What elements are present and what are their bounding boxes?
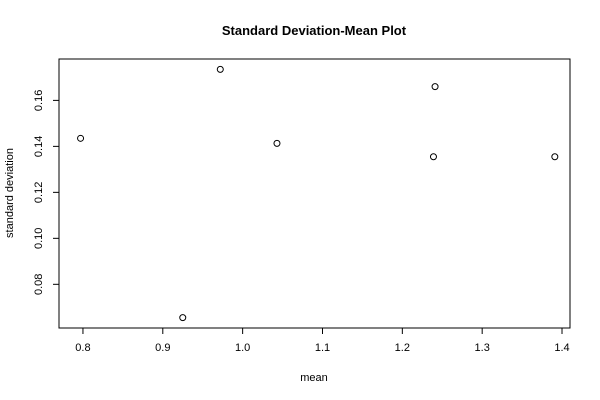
- y-tick-label: 0.10: [33, 228, 45, 249]
- x-tick-label: 0.8: [75, 342, 90, 354]
- data-points: [77, 65, 559, 322]
- x-axis-label: mean: [300, 372, 328, 384]
- data-point: [216, 65, 224, 73]
- x-tick-label: 0.9: [155, 342, 170, 354]
- x-tick-label: 1.2: [395, 342, 410, 354]
- chart-title: Standard Deviation-Mean Plot: [222, 23, 407, 38]
- data-point: [551, 153, 559, 161]
- data-point: [273, 139, 281, 147]
- plot-frame: [58, 58, 571, 329]
- y-tick-label: 0.14: [33, 136, 45, 157]
- y-tick-label: 0.12: [33, 182, 45, 203]
- x-tick-label: 1.3: [475, 342, 490, 354]
- x-tick-label: 1.4: [554, 342, 569, 354]
- data-point: [431, 83, 439, 91]
- x-axis: 0.8 0.9 1.0 1.1 1.2 1.3 1.4: [75, 328, 570, 354]
- y-axis: 0.08 0.10 0.12 0.14 0.16: [33, 90, 59, 295]
- y-axis-label: standard deviation: [4, 148, 16, 238]
- data-point: [179, 314, 187, 322]
- data-point: [77, 134, 85, 142]
- x-tick-label: 1.1: [315, 342, 330, 354]
- x-tick-label: 1.0: [235, 342, 250, 354]
- y-tick-label: 0.08: [33, 274, 45, 295]
- y-tick-label: 0.16: [33, 90, 45, 111]
- data-point: [429, 153, 437, 161]
